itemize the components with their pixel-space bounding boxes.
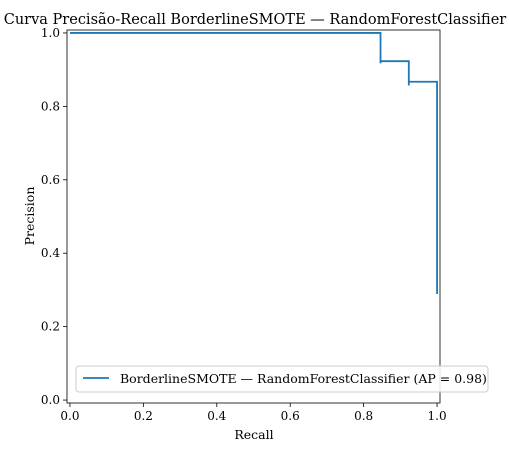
x-tick-label: 0.0 [60, 409, 79, 423]
y-tick-label: 1.0 [41, 26, 60, 40]
x-tick-label: 1.0 [428, 409, 447, 423]
x-tick-label: 0.8 [354, 409, 373, 423]
series-layer [69, 32, 438, 294]
y-axis-ticks: 0.0 0.2 0.4 0.6 0.8 1.0 [41, 26, 67, 407]
legend: BorderlineSMOTE — RandomForestClassifier… [75, 365, 489, 393]
x-tick-label: 0.4 [207, 409, 226, 423]
y-tick-label: 0.4 [41, 246, 60, 260]
legend-box [75, 365, 489, 393]
pr-curve-line [69, 32, 438, 294]
y-tick-label: 0.8 [41, 99, 60, 113]
y-tick-label: 0.0 [41, 393, 60, 407]
y-axis-label: Precision [22, 187, 37, 246]
x-tick-label: 0.2 [134, 409, 153, 423]
legend-label: BorderlineSMOTE — RandomForestClassifier… [120, 371, 487, 386]
y-tick-label: 0.6 [41, 173, 60, 187]
y-tick-label: 0.2 [41, 320, 60, 334]
x-axis-label: Recall [234, 427, 273, 442]
plot-area: 0.0 0.2 0.4 0.6 0.8 1.0 0.0 0.2 0.4 0.6 0.8 1.0 [41, 26, 447, 423]
x-tick-label: 0.6 [281, 409, 300, 423]
chart-title: Curva Precisão-Recall BorderlineSMOTE — … [4, 12, 507, 28]
x-axis-ticks: 0.0 0.2 0.4 0.6 0.8 1.0 [60, 403, 447, 423]
axes-frame [66, 29, 441, 404]
